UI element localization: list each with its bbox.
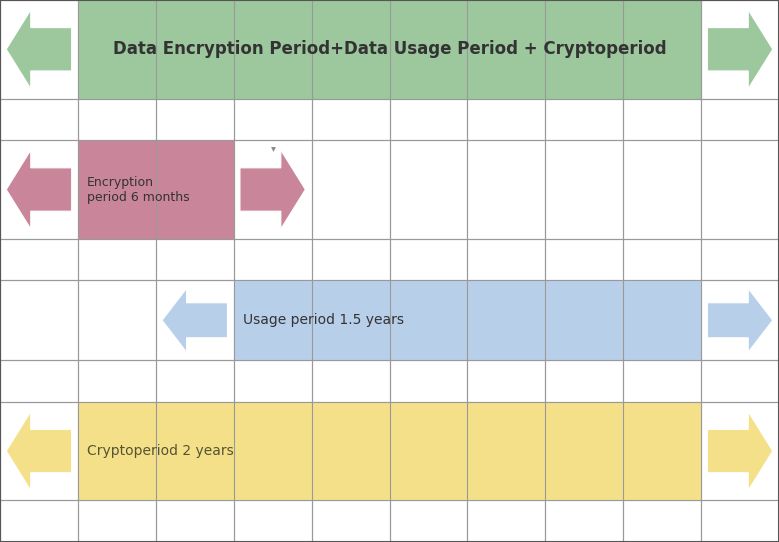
Text: Data Encryption Period+Data Usage Period + Cryptoperiod: Data Encryption Period+Data Usage Period… xyxy=(113,40,666,59)
Text: Encryption
period 6 months: Encryption period 6 months xyxy=(87,176,190,203)
Polygon shape xyxy=(240,150,305,229)
Polygon shape xyxy=(6,411,72,491)
Polygon shape xyxy=(707,288,773,352)
Text: Cryptoperiod 2 years: Cryptoperiod 2 years xyxy=(87,444,234,458)
Polygon shape xyxy=(6,150,72,229)
Bar xyxy=(78,0,701,99)
Polygon shape xyxy=(707,10,773,89)
Polygon shape xyxy=(162,288,227,352)
Polygon shape xyxy=(707,411,773,491)
Bar xyxy=(78,140,234,239)
Bar xyxy=(78,402,701,500)
Polygon shape xyxy=(6,10,72,89)
Bar xyxy=(234,280,701,360)
Text: Usage period 1.5 years: Usage period 1.5 years xyxy=(243,313,404,327)
